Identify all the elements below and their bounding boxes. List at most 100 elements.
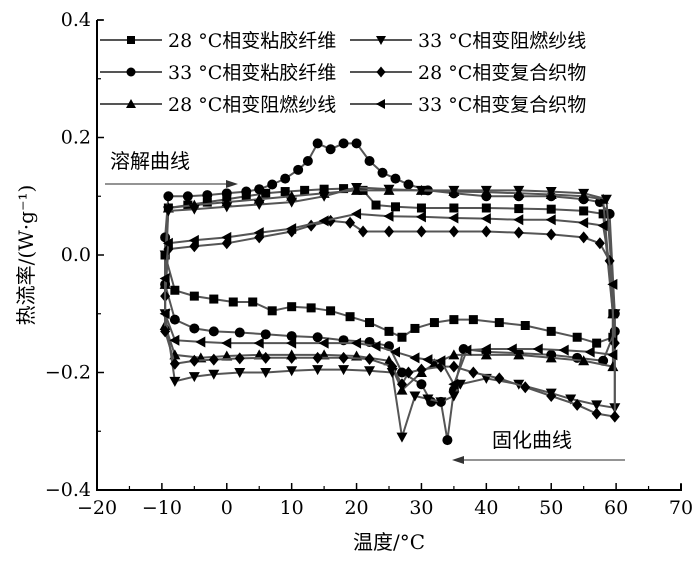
data-point-triangle-down: [396, 432, 408, 443]
data-point-diamond: [416, 363, 427, 376]
data-point-square: [592, 338, 602, 348]
data-point-triangle-down: [448, 185, 460, 196]
data-point-square: [280, 187, 290, 197]
y-tick-label: 0.4: [61, 9, 91, 31]
series-line: [164, 189, 614, 392]
data-point-triangle-left: [389, 346, 400, 358]
x-tick-label: 0: [221, 497, 233, 519]
data-point-circle: [126, 67, 136, 77]
data-point-square: [306, 303, 316, 313]
x-tick-label: 10: [280, 497, 304, 519]
data-point-circle: [377, 167, 388, 178]
data-point-circle: [254, 184, 265, 195]
data-point-square: [228, 297, 238, 307]
data-point-square: [326, 306, 336, 316]
data-point-diamond: [572, 398, 583, 411]
arrow-head-left: [452, 456, 464, 464]
y-tick-label: 0.2: [61, 127, 91, 149]
data-point-triangle-down: [338, 365, 350, 376]
data-point-triangle-down: [480, 185, 492, 196]
data-point-triangle-down: [415, 185, 427, 196]
data-point-triangle-left: [376, 99, 385, 109]
data-point-diamond: [609, 410, 620, 423]
data-point-triangle-left: [578, 217, 589, 229]
legend-label: 28 °C相变粘胶纤维: [168, 30, 336, 52]
data-point-diamond: [208, 353, 219, 366]
data-point-circle: [325, 144, 336, 155]
legend-item: 28 °C相变复合织物: [350, 62, 586, 84]
data-point-square: [397, 332, 407, 342]
data-point-triangle-left: [351, 337, 362, 349]
series-line: [164, 187, 614, 345]
data-point-diamond: [387, 360, 398, 373]
data-point-square: [410, 323, 420, 333]
data-point-triangle-left: [169, 334, 180, 346]
data-point-square: [514, 204, 524, 214]
legend-item: 28 °C相变阻燃纱线: [100, 94, 336, 116]
data-point-square: [209, 294, 219, 304]
data-point-circle: [260, 329, 271, 340]
data-point-circle: [169, 314, 180, 325]
data-point-diamond: [396, 378, 407, 391]
data-point-square: [572, 332, 582, 342]
x-tick-label: 50: [539, 497, 563, 519]
data-point-triangle-down: [565, 394, 577, 405]
legend-label: 33 °C相变粘胶纤维: [168, 62, 336, 84]
data-point-triangle-left: [195, 336, 206, 348]
arrow-head-right: [226, 180, 238, 188]
data-point-triangle-left: [409, 352, 420, 364]
data-point-triangle-left: [159, 308, 170, 320]
data-point-diamond: [520, 381, 531, 394]
legend-item: 28 °C相变粘胶纤维: [100, 30, 336, 52]
data-point-triangle-left: [545, 214, 556, 226]
data-point-triangle-left: [513, 214, 524, 226]
data-point-circle: [390, 173, 401, 184]
data-point-triangle-down: [208, 369, 220, 380]
data-point-triangle-left: [318, 215, 329, 227]
data-point-square: [261, 188, 271, 198]
data-point-circle: [241, 186, 252, 197]
data-point-triangle-left: [162, 237, 173, 249]
x-tick-label: 20: [344, 497, 368, 519]
data-point-diamond: [286, 351, 297, 364]
data-point-triangle-left: [351, 208, 362, 220]
data-point-circle: [338, 138, 349, 149]
data-point-square: [520, 321, 530, 330]
data-point-square: [189, 291, 199, 301]
data-point-triangle-left: [480, 213, 491, 225]
legend-label: 28 °C相变阻燃纱线: [168, 94, 336, 116]
data-point-diamond: [591, 407, 602, 420]
data-point-triangle-down: [162, 206, 174, 217]
data-point-triangle-left: [415, 211, 426, 223]
data-point-diamond: [338, 351, 349, 364]
y-tick-label: 0.0: [61, 244, 91, 266]
data-point-circle: [403, 179, 414, 190]
data-point-triangle-down: [169, 376, 181, 387]
data-point-triangle-left: [188, 234, 199, 246]
data-point-diamond: [546, 228, 557, 241]
data-point-triangle-left: [480, 343, 491, 355]
x-axis-label: 温度/°C: [353, 530, 425, 554]
data-point-triangle-down: [234, 368, 246, 378]
data-point-triangle-down: [188, 204, 200, 215]
data-point-triangle-down: [221, 202, 233, 213]
data-point-square: [202, 197, 212, 207]
data-point-diamond: [448, 360, 459, 373]
data-point-triangle-left: [253, 227, 264, 239]
data-point-triangle-left: [461, 344, 472, 356]
data-point-triangle-down: [376, 36, 386, 45]
data-point-triangle-left: [383, 210, 394, 222]
data-point-triangle-down: [253, 199, 265, 210]
legend-label: 33 °C相变复合织物: [418, 94, 586, 116]
y-axis-label: 热流率/(W·g⁻¹): [14, 185, 38, 326]
data-point-diamond: [358, 225, 369, 238]
data-point-circle: [312, 138, 323, 149]
data-point-triangle-up: [480, 349, 492, 360]
data-point-triangle-down: [383, 184, 395, 195]
data-point-triangle-down: [591, 400, 603, 411]
data-point-triangle-up: [513, 349, 525, 360]
data-point-diamond: [468, 366, 479, 379]
data-point-circle: [208, 326, 219, 337]
data-point-triangle-left: [159, 273, 170, 284]
